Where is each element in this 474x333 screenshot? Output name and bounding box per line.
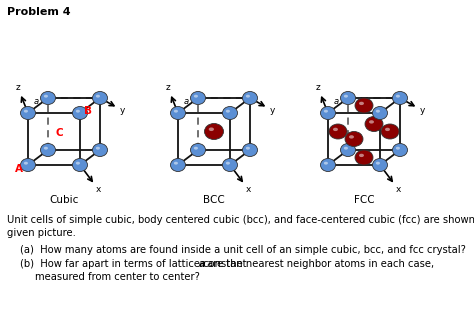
Ellipse shape (222, 107, 237, 120)
Ellipse shape (73, 159, 88, 171)
Ellipse shape (340, 92, 356, 105)
Ellipse shape (373, 107, 388, 120)
Ellipse shape (392, 92, 408, 105)
Ellipse shape (369, 120, 374, 124)
Ellipse shape (174, 110, 178, 113)
Ellipse shape (209, 128, 214, 131)
Text: BCC: BCC (203, 195, 225, 205)
Ellipse shape (204, 124, 224, 140)
Ellipse shape (76, 110, 80, 113)
Ellipse shape (44, 147, 48, 150)
Ellipse shape (333, 128, 338, 131)
Text: given picture.: given picture. (7, 228, 76, 238)
Ellipse shape (222, 159, 237, 171)
Text: a: a (333, 97, 338, 106)
Ellipse shape (344, 95, 348, 98)
Text: Unit cells of simple cubic, body centered cubic (bcc), and face-centered cubic (: Unit cells of simple cubic, body centere… (7, 215, 474, 225)
Ellipse shape (243, 92, 257, 105)
Text: y: y (270, 106, 275, 115)
Ellipse shape (92, 92, 108, 105)
Ellipse shape (320, 159, 336, 171)
Ellipse shape (20, 107, 36, 120)
Text: are the nearest neighbor atoms in each case,: are the nearest neighbor atoms in each c… (204, 259, 434, 269)
Ellipse shape (345, 132, 363, 147)
Text: a: a (183, 97, 189, 106)
Ellipse shape (194, 147, 198, 150)
Text: z: z (165, 84, 170, 93)
Text: (a)  How many atoms are found inside a unit cell of an simple cubic, bcc, and fc: (a) How many atoms are found inside a un… (20, 245, 466, 255)
Ellipse shape (191, 144, 206, 157)
Ellipse shape (396, 147, 400, 150)
Ellipse shape (174, 162, 178, 165)
Ellipse shape (246, 95, 250, 98)
Ellipse shape (171, 107, 185, 120)
Ellipse shape (381, 124, 399, 139)
Ellipse shape (246, 147, 250, 150)
Ellipse shape (96, 95, 100, 98)
Text: C: C (56, 129, 64, 139)
Ellipse shape (385, 128, 390, 131)
Ellipse shape (194, 95, 198, 98)
Ellipse shape (76, 162, 80, 165)
Text: y: y (420, 106, 425, 115)
Text: x: x (96, 185, 101, 194)
Text: a: a (199, 259, 205, 269)
Text: a: a (34, 97, 38, 106)
Ellipse shape (329, 124, 347, 139)
Text: (b)  How far apart in terms of lattice constant: (b) How far apart in terms of lattice co… (20, 259, 250, 269)
Ellipse shape (359, 102, 364, 105)
Ellipse shape (324, 110, 328, 113)
Text: x: x (246, 185, 251, 194)
Ellipse shape (96, 147, 100, 150)
Ellipse shape (226, 110, 230, 113)
Ellipse shape (373, 159, 388, 171)
Ellipse shape (40, 92, 55, 105)
Ellipse shape (73, 107, 88, 120)
Ellipse shape (44, 95, 48, 98)
Ellipse shape (344, 147, 348, 150)
Ellipse shape (355, 98, 373, 113)
Text: z: z (316, 84, 320, 93)
Ellipse shape (171, 159, 185, 171)
Ellipse shape (340, 144, 356, 157)
Text: Problem 4: Problem 4 (7, 7, 71, 17)
Text: FCC: FCC (354, 195, 374, 205)
Text: Cubic: Cubic (49, 195, 79, 205)
Ellipse shape (40, 144, 55, 157)
Ellipse shape (24, 110, 28, 113)
Ellipse shape (92, 144, 108, 157)
Ellipse shape (376, 162, 380, 165)
Ellipse shape (396, 95, 400, 98)
Ellipse shape (349, 135, 354, 139)
Text: z: z (16, 84, 20, 93)
Ellipse shape (24, 162, 28, 165)
Ellipse shape (355, 150, 373, 165)
Ellipse shape (20, 159, 36, 171)
Text: measured from center to center?: measured from center to center? (35, 272, 200, 282)
Ellipse shape (392, 144, 408, 157)
Ellipse shape (324, 162, 328, 165)
Ellipse shape (243, 144, 257, 157)
Ellipse shape (320, 107, 336, 120)
Text: B: B (84, 106, 92, 116)
Text: A: A (15, 164, 23, 174)
Ellipse shape (365, 117, 383, 132)
Text: y: y (120, 106, 125, 115)
Ellipse shape (359, 154, 364, 157)
Ellipse shape (191, 92, 206, 105)
Ellipse shape (376, 110, 380, 113)
Ellipse shape (226, 162, 230, 165)
Text: x: x (396, 185, 401, 194)
